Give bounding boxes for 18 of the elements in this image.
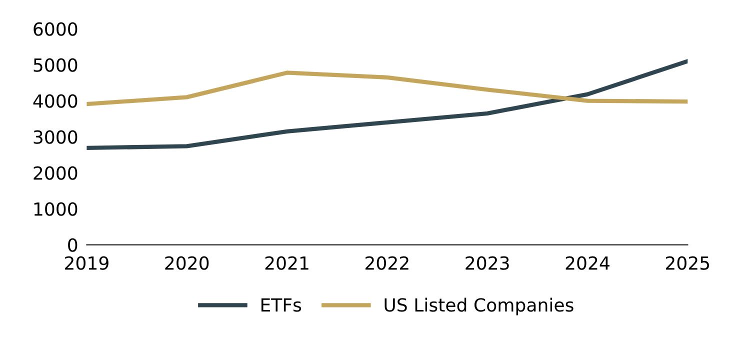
x-tick-label: 2024 <box>566 256 610 270</box>
x-tick-label: 2025 <box>666 256 710 270</box>
y-tick-label: 0 <box>68 238 78 252</box>
y-tick-label: 3000 <box>34 130 78 144</box>
y-tick-label: 4000 <box>33 94 78 108</box>
x-tick-label: 2020 <box>165 256 209 270</box>
y-tick-label: 1000 <box>34 202 78 216</box>
y-tick-label: 6000 <box>34 22 78 36</box>
legend-label: US Listed Companies <box>384 298 574 316</box>
line-series <box>86 59 688 150</box>
line-series <box>86 70 688 106</box>
y-tick-label: 2000 <box>34 166 78 180</box>
legend-label: ETFs <box>261 298 302 312</box>
x-tick-label: 2022 <box>366 256 408 270</box>
x-tick-label: 2023 <box>466 256 509 270</box>
y-tick-label: 5000 <box>34 58 78 72</box>
x-tick-label: 2019 <box>65 256 108 270</box>
x-tick-label: 2021 <box>265 256 308 270</box>
